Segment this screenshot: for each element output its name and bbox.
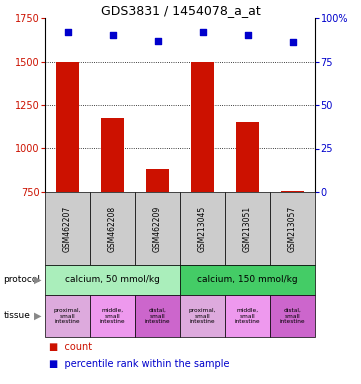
Text: proximal,
small
intestine: proximal, small intestine <box>54 308 81 324</box>
Text: calcium, 150 mmol/kg: calcium, 150 mmol/kg <box>197 275 298 285</box>
Text: ▶: ▶ <box>34 275 42 285</box>
Bar <box>191 61 214 192</box>
Text: tissue: tissue <box>4 311 30 321</box>
Text: GSM462208: GSM462208 <box>108 205 117 252</box>
Text: protocol: protocol <box>4 275 40 285</box>
Text: distal,
small
intestine: distal, small intestine <box>280 308 305 324</box>
Point <box>110 32 116 38</box>
Point <box>200 29 205 35</box>
Text: middle,
small
intestine: middle, small intestine <box>235 308 260 324</box>
Bar <box>281 191 304 192</box>
Text: GSM213057: GSM213057 <box>288 205 297 252</box>
Text: ▶: ▶ <box>34 311 42 321</box>
Point <box>155 38 160 44</box>
Point <box>245 32 251 38</box>
Text: GSM213045: GSM213045 <box>198 205 207 252</box>
Text: GSM213051: GSM213051 <box>243 205 252 252</box>
Bar <box>56 61 79 192</box>
Text: distal,
small
intestine: distal, small intestine <box>145 308 170 324</box>
Text: GDS3831 / 1454078_a_at: GDS3831 / 1454078_a_at <box>101 4 260 17</box>
Text: GSM462207: GSM462207 <box>63 205 72 252</box>
Text: ■  count: ■ count <box>49 342 92 352</box>
Bar <box>236 122 259 192</box>
Bar <box>146 169 169 192</box>
Point <box>290 39 295 45</box>
Text: calcium, 50 mmol/kg: calcium, 50 mmol/kg <box>65 275 160 285</box>
Text: GSM462209: GSM462209 <box>153 205 162 252</box>
Text: ■  percentile rank within the sample: ■ percentile rank within the sample <box>49 359 229 369</box>
Point <box>65 29 70 35</box>
Bar <box>101 118 124 192</box>
Text: proximal,
small
intestine: proximal, small intestine <box>189 308 216 324</box>
Text: middle,
small
intestine: middle, small intestine <box>100 308 125 324</box>
